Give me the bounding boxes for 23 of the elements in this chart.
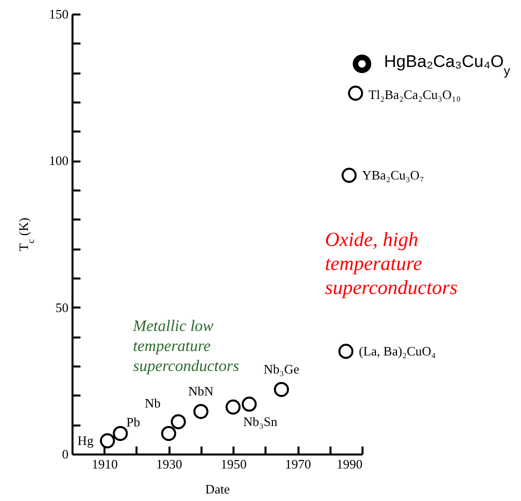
annotation: Nb (144, 395, 161, 410)
annotation: NbN (188, 383, 214, 398)
y-tick-label: 150 (49, 6, 68, 22)
annotation: (La, Ba)₂CuO₄ (358, 343, 436, 358)
y-tick-label: 0 (62, 446, 68, 462)
x-tick-label: 1930 (156, 456, 182, 472)
annotation: YBa₂Cu₃O₇ (362, 167, 424, 182)
annotation: Tl₂Ba₂Ca₂Cu₃O₁₀ (368, 87, 461, 102)
x-tick-label: 1970 (285, 456, 312, 472)
x-axis-title: Date (205, 482, 230, 496)
annotation: HgBa₂Ca₃Cu₄O$_{y}$ (384, 52, 511, 78)
annotation: Pb (126, 414, 140, 430)
x-tick-label: 1950 (220, 456, 247, 472)
annotation: Nb₃Ge (264, 361, 300, 376)
annotation: Nb₃Sn (243, 414, 278, 430)
point (352, 54, 372, 74)
annotation: Metallic low temperature superconductors (132, 318, 240, 375)
x-tick-label: 1990 (336, 456, 362, 472)
annotation: Hg (78, 432, 94, 448)
annotation: Oxide, high temperature superconductors (325, 229, 458, 299)
x-tick-label: 1910 (92, 456, 118, 472)
y-tick-label: 50 (56, 300, 68, 315)
y-tick-label: 100 (49, 153, 68, 168)
